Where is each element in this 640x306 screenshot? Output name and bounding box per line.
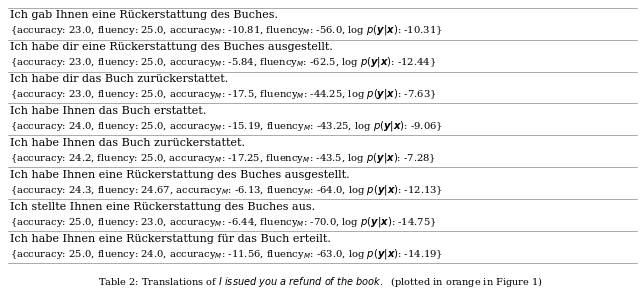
Text: Ich habe Ihnen eine Rückerstattung für das Buch erteilt.: Ich habe Ihnen eine Rückerstattung für d… [10, 234, 331, 244]
Text: Ich habe Ihnen das Buch zurückerstattet.: Ich habe Ihnen das Buch zurückerstattet. [10, 138, 245, 148]
Text: {accuracy: 24.2, fluency: 25.0, accuracy$_{M}$: -17.25, fluency$_{M}$: -43.5, lo: {accuracy: 24.2, fluency: 25.0, accuracy… [10, 151, 436, 165]
Text: {accuracy: 24.0, fluency: 25.0, accuracy$_{M}$: -15.19, fluency$_{M}$: -43.25, l: {accuracy: 24.0, fluency: 25.0, accuracy… [10, 119, 443, 133]
Text: {accuracy: 25.0, fluency: 23.0, accuracy$_{M}$: -6.44, fluency$_{M}$: -70.0, log: {accuracy: 25.0, fluency: 23.0, accuracy… [10, 215, 437, 229]
Text: {accuracy: 23.0, fluency: 25.0, accuracy$_{M}$: -10.81, fluency$_{M}$: -56.0, lo: {accuracy: 23.0, fluency: 25.0, accuracy… [10, 23, 443, 37]
Text: Ich gab Ihnen eine Rückerstattung des Buches.: Ich gab Ihnen eine Rückerstattung des Bu… [10, 10, 278, 20]
Text: Ich habe Ihnen eine Rückerstattung des Buches ausgestellt.: Ich habe Ihnen eine Rückerstattung des B… [10, 170, 350, 180]
Text: Ich habe Ihnen das Buch erstattet.: Ich habe Ihnen das Buch erstattet. [10, 106, 207, 116]
Text: {accuracy: 23.0, fluency: 25.0, accuracy$_{M}$: -5.84, fluency$_{M}$: -62.5, log: {accuracy: 23.0, fluency: 25.0, accuracy… [10, 55, 436, 69]
Text: Table 2: Translations of $\it{I\ issued\ you\ a\ refund\ of\ the\ book.}$  (plot: Table 2: Translations of $\it{I\ issued\… [98, 275, 542, 289]
Text: Ich habe dir eine Rückerstattung des Buches ausgestellt.: Ich habe dir eine Rückerstattung des Buc… [10, 42, 333, 52]
Text: Ich habe dir das Buch zurückerstattet.: Ich habe dir das Buch zurückerstattet. [10, 74, 228, 84]
Text: {accuracy: 25.0, fluency: 24.0, accuracy$_{M}$: -11.56, fluency$_{M}$: -63.0, lo: {accuracy: 25.0, fluency: 24.0, accuracy… [10, 247, 444, 261]
Text: Ich stellte Ihnen eine Rückerstattung des Buches aus.: Ich stellte Ihnen eine Rückerstattung de… [10, 202, 316, 212]
Text: {accuracy: 24.3, fluency: 24.67, accuracy$_{M}$: -6.13, fluency$_{M}$: -64.0, lo: {accuracy: 24.3, fluency: 24.67, accurac… [10, 183, 444, 197]
Text: {accuracy: 23.0, fluency: 25.0, accuracy$_{M}$: -17.5, fluency$_{M}$: -44.25, lo: {accuracy: 23.0, fluency: 25.0, accuracy… [10, 87, 436, 101]
